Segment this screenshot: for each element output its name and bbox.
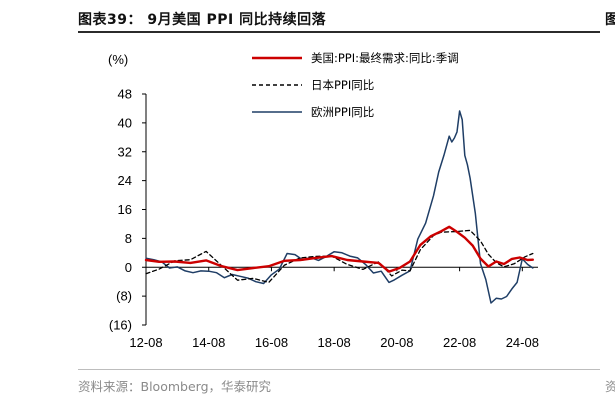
x-tick-label: 18-08 (318, 335, 351, 350)
legend-label-japan: 日本PPI同比 (311, 78, 374, 92)
adjacent-source-fragment: 资 (605, 379, 615, 394)
y-tick-label: 8 (125, 231, 132, 246)
series-line-europe (145, 110, 534, 304)
legend-label-us: 美国:PPI:最终需求:同比:季调 (311, 51, 459, 65)
x-tick-label: 12-08 (129, 335, 162, 350)
source-rule (78, 369, 600, 370)
x-tick-label: 16-08 (255, 335, 288, 350)
source-note: 资料来源：Bloomberg，华泰研究 (78, 379, 271, 394)
x-tick-label: 22-08 (443, 335, 476, 350)
line-chart: 美国:PPI:最终需求:同比:季调 日本PPI同比 欧洲PPI同比 (%) 48… (108, 51, 539, 350)
x-tick-label: 24-08 (506, 335, 539, 350)
title-rule (78, 31, 600, 33)
legend-label-europe: 欧洲PPI同比 (311, 105, 374, 119)
series-line-us (144, 225, 534, 273)
y-tick-label: (8) (116, 289, 132, 304)
adjacent-figure-title-fragment: 图 (605, 12, 615, 28)
y-tick-label: 32 (118, 144, 132, 159)
y-axis-unit-label: (%) (108, 52, 128, 67)
legend: 美国:PPI:最终需求:同比:季调 日本PPI同比 欧洲PPI同比 (252, 51, 459, 119)
y-tick-label: 24 (118, 173, 132, 188)
y-tick-label: 48 (118, 87, 132, 102)
figure-title: 图表39： 9月美国 PPI 同比持续回落 (78, 12, 327, 28)
series-line-japan (145, 229, 534, 284)
y-tick-label: 40 (118, 115, 132, 130)
y-tick-label: 16 (118, 202, 132, 217)
x-tick-label: 20-08 (380, 335, 413, 350)
y-tick-label: (16) (109, 318, 132, 333)
x-tick-label: 14-08 (192, 335, 225, 350)
y-tick-label: 0 (125, 260, 132, 275)
